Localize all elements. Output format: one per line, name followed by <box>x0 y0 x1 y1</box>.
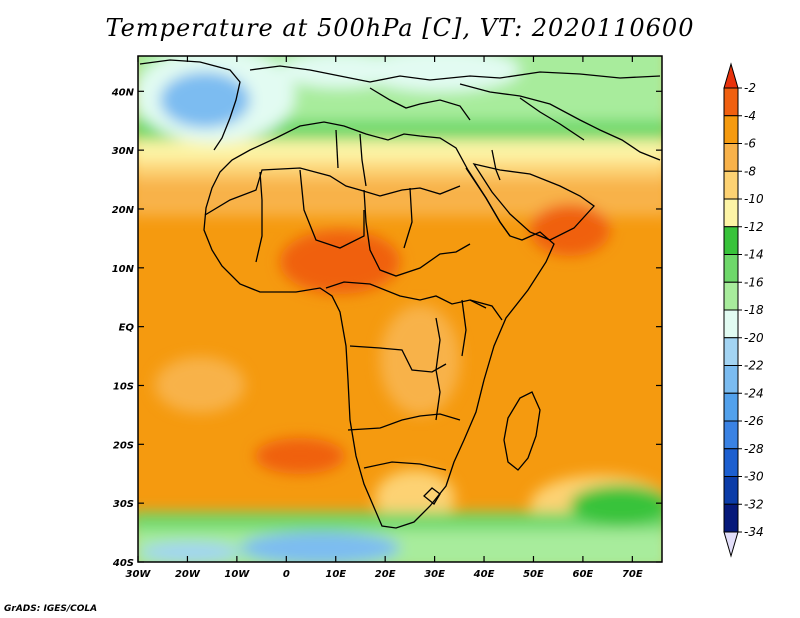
colorbar-swatch <box>723 309 739 339</box>
x-tick-label: 10W <box>224 569 250 580</box>
x-tick-label: 20E <box>375 569 396 580</box>
y-tick-label: 20S <box>113 440 134 451</box>
colorbar-swatch <box>723 420 739 450</box>
colorbar-swatch <box>723 448 739 477</box>
colorbar-swatch <box>723 198 739 228</box>
x-tick-label: 50E <box>523 569 544 580</box>
colorbar-swatch <box>723 170 739 200</box>
colorbar-label: -16 <box>744 275 764 289</box>
colorbar-label: -6 <box>744 137 756 151</box>
y-tick-label: 40S <box>112 558 134 569</box>
y-tick-label: 10S <box>113 381 134 392</box>
colorbar-label: -8 <box>744 164 756 178</box>
colorbar-swatch <box>723 365 739 394</box>
colorbar: -2 -4 -6 -8 -10 -12 -14 -16 -18 -20 -22 -24 -26 -28 -3… <box>723 62 764 558</box>
temperature-field <box>138 56 662 562</box>
colorbar-label: -24 <box>744 386 764 400</box>
y-tick-label: 40N <box>111 87 135 98</box>
axis-ticks <box>137 56 662 563</box>
axis-tick-labels: 30W 20W 10W 0 10E 20E 30E 40E 50E 60E 70E 40N 30N 20N… <box>111 87 643 580</box>
colorbar-swatch <box>723 143 739 172</box>
colorbar-swatch <box>723 392 739 422</box>
colorbar-swatch <box>723 87 739 117</box>
colorbar-label: -12 <box>744 220 764 234</box>
colorbar-label: -26 <box>744 414 764 428</box>
colorbar-label: -32 <box>744 497 764 511</box>
x-tick-label: 30W <box>126 569 152 580</box>
colorbar-label: -10 <box>744 192 764 206</box>
colorbar-swatch <box>723 503 739 533</box>
coastlines <box>139 59 661 529</box>
y-tick-label: 30N <box>112 146 135 157</box>
colorbar-label: -22 <box>744 359 764 373</box>
colorbar-label: -30 <box>744 470 764 484</box>
colorbar-top-triangle <box>723 62 739 89</box>
colorbar-label: -18 <box>744 303 764 317</box>
y-tick-label: 10N <box>112 264 135 275</box>
colorbar-label: -20 <box>744 331 764 345</box>
x-tick-label: 20W <box>175 569 201 580</box>
colorbar-label: -34 <box>744 525 764 539</box>
colorbar-swatch <box>723 226 739 255</box>
y-tick-label: 30S <box>113 499 134 510</box>
chart-title: Temperature at 500hPa [C], VT: 202011060… <box>105 14 695 42</box>
colorbar-swatch <box>723 254 739 283</box>
colorbar-label: -14 <box>744 248 764 262</box>
colorbar-label: -4 <box>744 109 756 123</box>
x-tick-label: 0 <box>283 569 290 580</box>
credit-text: GrADS: IGES/COLA <box>4 604 98 614</box>
x-tick-label: 40E <box>473 569 495 580</box>
y-tick-label: 20N <box>112 205 135 216</box>
colorbar-label: -28 <box>744 442 764 456</box>
x-tick-label: 70E <box>622 569 643 580</box>
colorbar-swatch <box>723 281 739 311</box>
y-tick-label: EQ <box>119 323 135 334</box>
colorbar-swatch <box>723 337 739 366</box>
plot-frame <box>137 55 663 563</box>
colorbar-bottom-triangle <box>723 531 739 558</box>
x-tick-label: 30E <box>424 569 445 580</box>
colorbar-label: -2 <box>744 81 756 95</box>
x-tick-label: 10E <box>325 569 346 580</box>
colorbar-swatch <box>723 115 739 144</box>
colorbar-swatch <box>723 476 739 505</box>
x-tick-label: 60E <box>573 569 594 580</box>
